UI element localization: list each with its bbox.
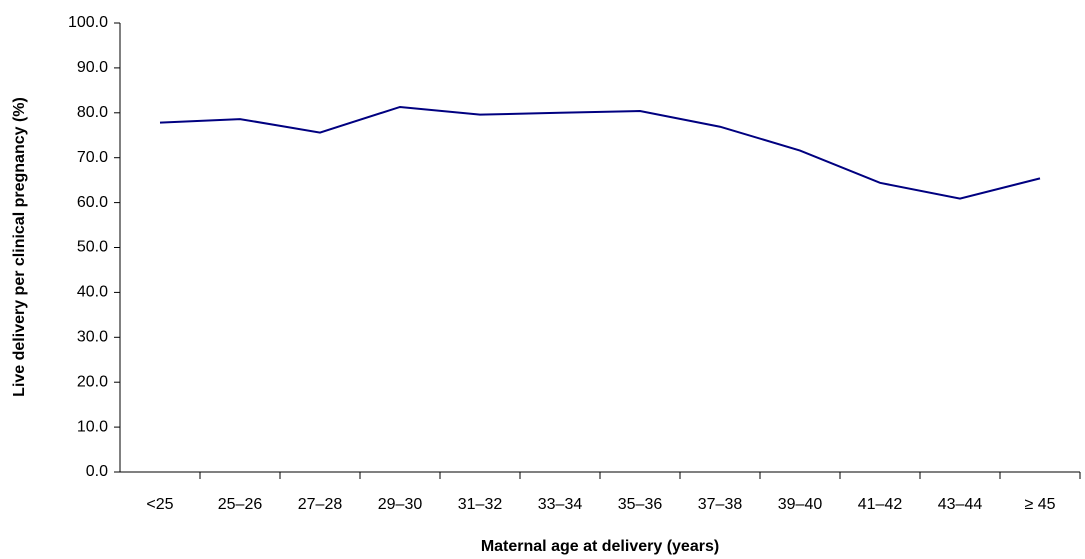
x-tick-label: <25: [146, 496, 173, 513]
x-tick-label: 33–34: [538, 496, 583, 513]
y-tick-label: 100.0: [68, 14, 108, 31]
y-tick-label: 30.0: [77, 329, 108, 346]
x-tick-label: 31–32: [458, 496, 503, 513]
y-tick-label: 80.0: [77, 104, 108, 121]
x-axis-title: Maternal age at delivery (years): [481, 538, 719, 555]
y-tick-label: 40.0: [77, 284, 108, 301]
y-tick-label: 20.0: [77, 373, 108, 390]
x-tick-label: 37–38: [698, 496, 743, 513]
x-tick-label: 41–42: [858, 496, 903, 513]
x-tick-label: ≥ 45: [1024, 496, 1055, 513]
x-tick-label: 29–30: [378, 496, 423, 513]
x-tick-label: 25–26: [218, 496, 263, 513]
y-tick-label: 50.0: [77, 239, 108, 256]
x-tick-label: 27–28: [298, 496, 343, 513]
y-tick-label: 70.0: [77, 149, 108, 166]
y-tick-label: 0.0: [86, 463, 108, 480]
x-tick-label: 39–40: [778, 496, 823, 513]
y-tick-label: 60.0: [77, 194, 108, 211]
y-tick-label: 90.0: [77, 59, 108, 76]
y-tick-label: 10.0: [77, 418, 108, 435]
data-line: [159, 105, 1041, 200]
x-tick-label: 43–44: [938, 496, 983, 513]
x-tick-label: 35–36: [618, 496, 663, 513]
y-axis-title: Live delivery per clinical pregnancy (%): [11, 97, 28, 397]
